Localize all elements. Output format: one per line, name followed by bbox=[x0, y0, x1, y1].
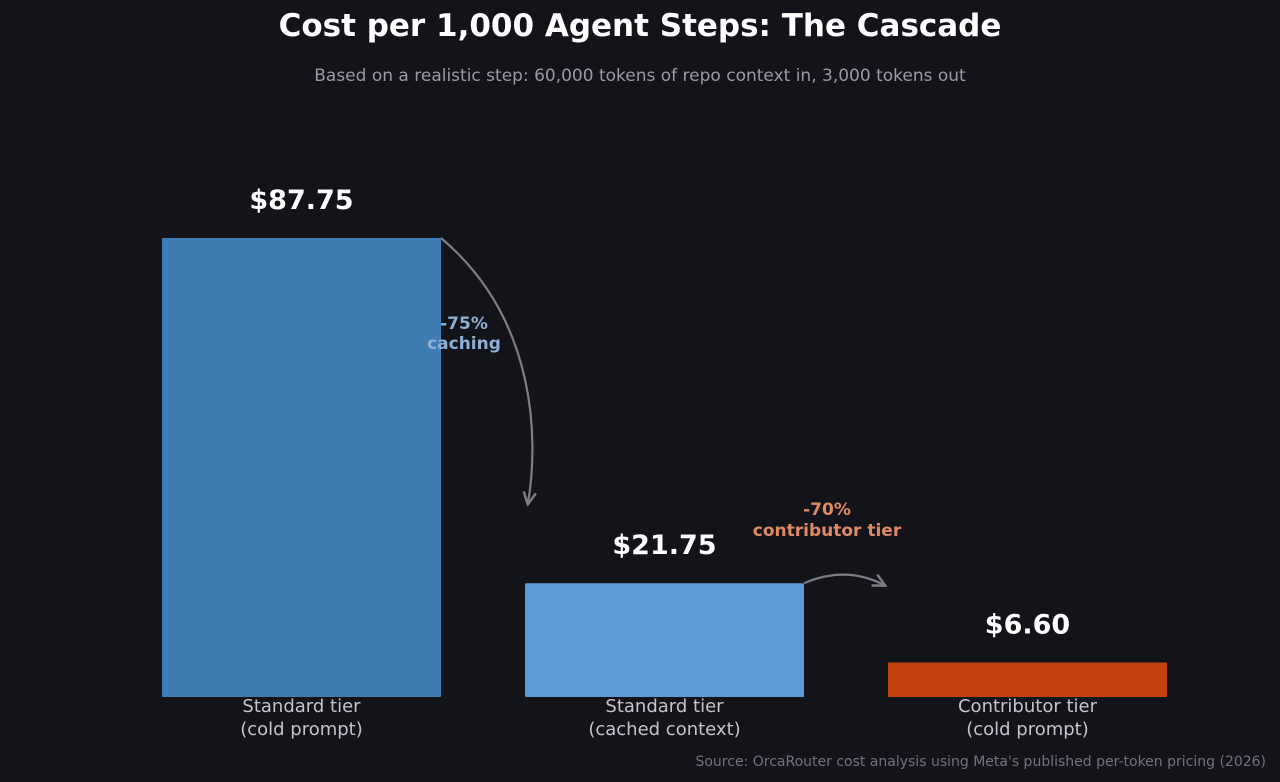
annotation-label: contributor tier bbox=[753, 521, 902, 541]
category-tick-label: Standard tier bbox=[605, 696, 724, 717]
bar bbox=[162, 238, 441, 697]
category-tick-label: (cached context) bbox=[588, 719, 740, 740]
category-tick-label: (cold prompt) bbox=[240, 719, 363, 740]
annotation-arrow bbox=[440, 237, 532, 503]
bar bbox=[525, 583, 804, 697]
bar-value-label: $21.75 bbox=[612, 530, 716, 561]
annotation-arrow bbox=[803, 573, 884, 585]
bar-value-label: $6.60 bbox=[985, 609, 1070, 640]
bar-value-label: $87.75 bbox=[249, 185, 353, 216]
chart-title: Cost per 1,000 Agent Steps: The Cascade bbox=[278, 8, 1002, 44]
annotation-label: -75% bbox=[440, 314, 488, 334]
category-tick-label: (cold prompt) bbox=[966, 719, 1089, 740]
bar bbox=[888, 662, 1167, 697]
chart-source-note: Source: OrcaRouter cost analysis using M… bbox=[695, 754, 1266, 770]
category-tick-label: Contributor tier bbox=[958, 696, 1098, 717]
chart-subtitle: Based on a realistic step: 60,000 tokens… bbox=[314, 66, 966, 86]
annotation-label: -70% bbox=[803, 500, 851, 520]
annotation-label: caching bbox=[427, 334, 501, 354]
category-tick-label: Standard tier bbox=[242, 696, 361, 717]
